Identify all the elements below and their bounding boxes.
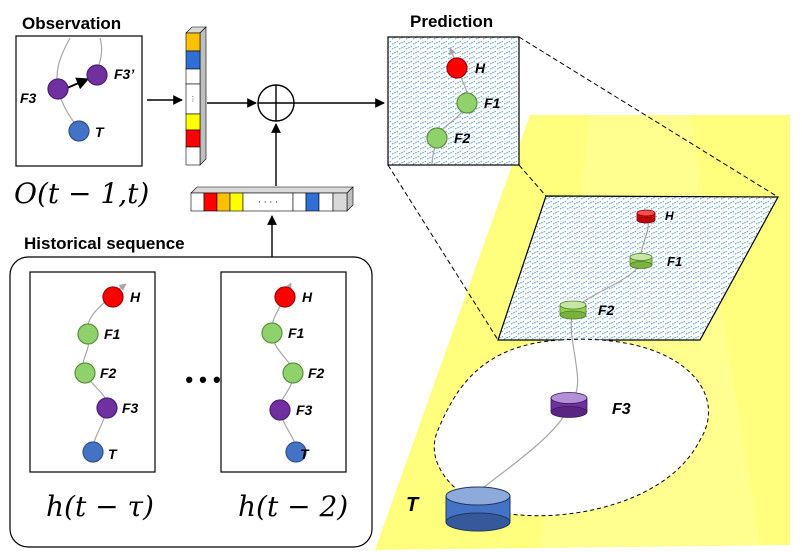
node-f3-hist-right — [269, 399, 291, 421]
cylinder-f2 — [559, 300, 587, 320]
label-f3-scene: F3 — [612, 401, 631, 418]
label-f1-hist-right: F1 — [288, 325, 305, 341]
node-f2-hist-left — [74, 362, 96, 384]
node-tail-hist-left — [82, 441, 104, 463]
node-f3-prime-obs — [86, 64, 108, 86]
historical-title: Historical sequence — [24, 234, 185, 253]
label-f1-hist-left: F1 — [104, 326, 121, 342]
history-vector-dots: · · · · — [258, 198, 278, 208]
observation-motion-arrow — [66, 77, 90, 90]
label-head-scene: H — [665, 209, 674, 223]
label-f3-hist-left: F3 — [122, 400, 139, 416]
prediction-title: Prediction — [410, 12, 493, 31]
label-tail-hist-right: T — [300, 446, 310, 462]
node-f2-hist-right — [282, 362, 304, 384]
cylinder-tail — [445, 486, 511, 532]
node-f1-hist-right — [261, 322, 283, 344]
history-vector — [190, 186, 354, 212]
label-f3-hist-right: F3 — [296, 402, 313, 418]
observation-panel — [15, 35, 143, 167]
label-f2-pred: F2 — [454, 130, 471, 146]
node-f1-hist-left — [77, 323, 99, 345]
label-f3-prime-obs: F3’ — [114, 66, 135, 82]
observation-formula: O(t − 1,t) — [14, 177, 149, 210]
cylinder-f1 — [629, 253, 653, 269]
node-f1-pred — [456, 92, 478, 114]
cylinder-head — [636, 209, 656, 224]
projection-line-left — [387, 164, 499, 341]
cylinder-f3 — [550, 392, 588, 418]
label-head-pred: H — [475, 60, 486, 76]
label-f1-pred: F1 — [484, 95, 501, 111]
projection-line-right — [518, 36, 779, 198]
label-f3-obs: F3 — [20, 90, 37, 106]
node-f2-pred — [426, 127, 448, 149]
node-tail-obs — [68, 120, 90, 142]
svg-text:⋮: ⋮ — [190, 95, 197, 103]
projection-line-mid — [518, 164, 547, 197]
attention-region — [433, 338, 710, 517]
node-tail-hist-right — [285, 441, 307, 463]
history-right-formula: h(t − 2) — [238, 490, 348, 523]
label-f2-hist-right: F2 — [308, 365, 325, 381]
label-tail-hist-left: T — [108, 446, 118, 462]
label-f2-scene: F2 — [598, 302, 615, 318]
label-f2-hist-left: F2 — [100, 365, 117, 381]
observation-title: Observation — [22, 14, 121, 33]
node-head-pred — [446, 57, 468, 79]
history-ellipsis: • • • — [185, 367, 220, 392]
sum-operator — [257, 84, 295, 122]
node-head-hist-left — [102, 286, 124, 308]
label-head-hist-right: H — [302, 289, 313, 305]
history-left-formula: h(t − τ) — [46, 490, 154, 523]
node-f3-hist-left — [96, 397, 118, 419]
label-tail-scene: T — [406, 494, 420, 516]
label-tail-obs: T — [95, 124, 105, 140]
observation-vector: ⋮ — [185, 26, 207, 166]
label-head-hist-left: H — [130, 289, 141, 305]
prediction-trajectory — [431, 67, 469, 165]
node-f3-obs — [47, 78, 69, 100]
node-head-hist-right — [274, 286, 296, 308]
label-f1-scene: F1 — [667, 254, 682, 269]
